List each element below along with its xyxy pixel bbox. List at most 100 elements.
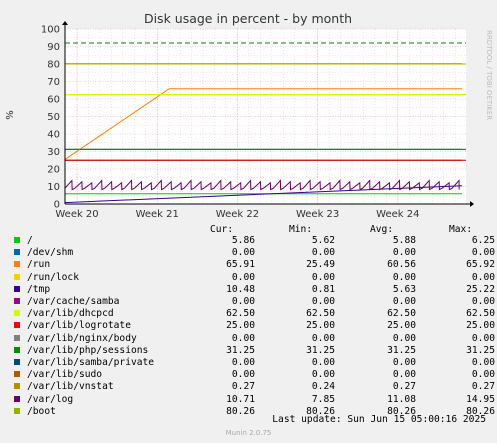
- legend-value-max: 14.95: [466, 393, 495, 405]
- legend-value-cur: 0.00: [231, 296, 255, 307]
- legend-row: /var/cache/samba 0.00 0.00 0.00 0.00: [12, 296, 495, 308]
- legend-value-min: 0.00: [311, 369, 335, 381]
- legend-swatch: [14, 285, 20, 292]
- legend-value-cur: 10.71: [226, 393, 255, 405]
- legend-value-max: 0.00: [471, 296, 495, 307]
- legend-swatch: [14, 346, 20, 353]
- legend-row: /var/log 10.71 7.85 11.08 14.95: [12, 393, 495, 406]
- legend-label: /dev/shm: [27, 247, 74, 259]
- legend-swatch: [14, 407, 20, 414]
- legend-row: /run 65.91 25.49 60.56 65.92: [12, 259, 495, 271]
- y-tick-label: 20: [47, 165, 60, 176]
- munin-version: Munin 2.0.75: [225, 429, 272, 437]
- legend-swatch: [14, 383, 20, 390]
- legend-label: /tmp: [27, 283, 51, 295]
- legend-row: /tmp 10.48 0.81 5.63 25.22: [12, 283, 495, 296]
- legend-value-max: 31.25: [466, 344, 495, 356]
- legend-value-max: 80.26: [466, 405, 495, 417]
- legend-value-cur: 5.86: [231, 235, 255, 246]
- legend-value-min: 80.26: [306, 405, 335, 417]
- x-axis-arrow: [470, 201, 474, 207]
- series-lines: [64, 63, 463, 204]
- legend-value-min: 25.49: [306, 259, 335, 271]
- legend-label: /var/lib/dhcpcd: [27, 308, 114, 320]
- legend-value-cur: 10.48: [226, 283, 255, 295]
- axes: 0 10 20 30 40 50 60 70 80 90 100 Week 20 Week 21 Week…: [41, 21, 474, 220]
- legend-row: /dev/shm 0.00 0.00 0.00 0.00: [12, 247, 495, 259]
- legend-label: /: [27, 235, 33, 246]
- legend-row: /boot 80.26 80.26 80.26 80.26: [12, 405, 495, 418]
- x-tick-label: Week 21: [136, 209, 179, 220]
- y-tick-label: 60: [47, 95, 60, 106]
- legend-header-cur: Cur:: [210, 224, 234, 235]
- legend-label: /var/lib/sudo: [27, 369, 103, 381]
- y-tick-label: 50: [47, 112, 60, 123]
- legend-value-avg: 80.26: [387, 405, 416, 417]
- legend-value-cur: 0.00: [231, 369, 255, 381]
- legend-value-avg: 0.00: [392, 296, 416, 307]
- legend-value-cur: 0.00: [231, 332, 255, 344]
- legend-value-max: 65.92: [466, 259, 495, 271]
- y-tick-label: 100: [41, 25, 60, 36]
- y-tick-label: 10: [47, 182, 60, 193]
- legend-value-max: 0.00: [471, 247, 495, 259]
- legend-label: /run/lock: [27, 271, 79, 283]
- legend-value-min: 0.00: [311, 271, 335, 283]
- legend-label: /var/lib/php/sessions: [27, 344, 149, 356]
- legend-row: /run/lock 0.00 0.00 0.00 0.00: [12, 271, 495, 284]
- legend-value-min: 0.00: [311, 332, 335, 344]
- legend-value-min: 7.85: [311, 393, 335, 405]
- legend-value-cur: 0.00: [231, 357, 255, 368]
- y-axis-label: %: [5, 110, 16, 120]
- legend-value-min: 5.62: [311, 235, 335, 246]
- legend-value-cur: 80.26: [226, 405, 255, 417]
- legend-value-min: 0.81: [311, 283, 335, 295]
- legend-value-max: 6.25: [471, 235, 495, 246]
- legend-value-avg: 11.08: [387, 393, 416, 405]
- x-tick-label: Week 20: [55, 209, 98, 220]
- legend-value-avg: 5.63: [392, 283, 416, 295]
- legend-value-min: 31.25: [306, 344, 335, 356]
- legend-row: /var/lib/vnstat 0.27 0.24 0.27 0.27: [12, 381, 495, 393]
- legend-value-cur: 31.25: [226, 344, 255, 356]
- legend-value-max: 0.00: [471, 357, 495, 368]
- y-tick-label: 80: [47, 60, 60, 71]
- legend-value-cur: 0.27: [231, 381, 255, 393]
- legend-value-cur: 0.00: [231, 247, 255, 259]
- legend-value-min: 25.00: [306, 320, 335, 332]
- legend-value-avg: 60.56: [387, 259, 416, 271]
- x-tick-label: Week 24: [376, 209, 419, 220]
- y-tick-label: 30: [47, 147, 60, 158]
- legend-swatch: [14, 322, 20, 329]
- legend-value-cur: 65.91: [226, 259, 255, 271]
- legend-label: /var/lib/logrotate: [27, 320, 131, 332]
- grid: [65, 28, 466, 205]
- legend-value-avg: 62.50: [387, 308, 416, 320]
- legend-value-avg: 0.27: [392, 381, 416, 393]
- legend-value-cur: 25.00: [226, 320, 255, 332]
- legend-swatch: [14, 273, 20, 280]
- legend-row: /var/lib/nginx/body 0.00 0.00 0.00 0.00: [12, 332, 495, 345]
- legend-label: /var/lib/vnstat: [27, 381, 114, 393]
- legend-value-min: 0.24: [311, 381, 335, 393]
- legend-row: / 5.86 5.62 5.88 6.25: [12, 235, 495, 247]
- legend-value-min: 0.00: [311, 357, 335, 368]
- last-update: Last update: Sun Jun 15 05:00:16 2025: [272, 414, 486, 425]
- legend-header-min: Min:: [289, 224, 313, 235]
- legend-value-min: 0.00: [311, 296, 335, 307]
- legend-value-avg: 0.00: [392, 332, 416, 344]
- legend-value-avg: 0.00: [392, 357, 416, 368]
- legend-header-avg: Avg:: [370, 224, 394, 235]
- legend-value-avg: 25.00: [387, 320, 416, 332]
- legend-value-max: 0.00: [471, 369, 495, 381]
- legend-label: /var/log: [27, 393, 74, 405]
- legend-value-avg: 0.00: [392, 271, 416, 283]
- legend-swatch: [14, 334, 20, 341]
- legend-row: /var/lib/php/sessions 31.25 31.25 31.25 31.2…: [12, 344, 495, 357]
- series-line: [64, 88, 462, 160]
- legend-value-avg: 0.00: [392, 247, 416, 259]
- y-tick-label: 0: [54, 200, 60, 211]
- series-line: [64, 185, 463, 204]
- x-tick-label: Week 22: [216, 209, 259, 220]
- legend-value-max: 0.00: [471, 271, 495, 283]
